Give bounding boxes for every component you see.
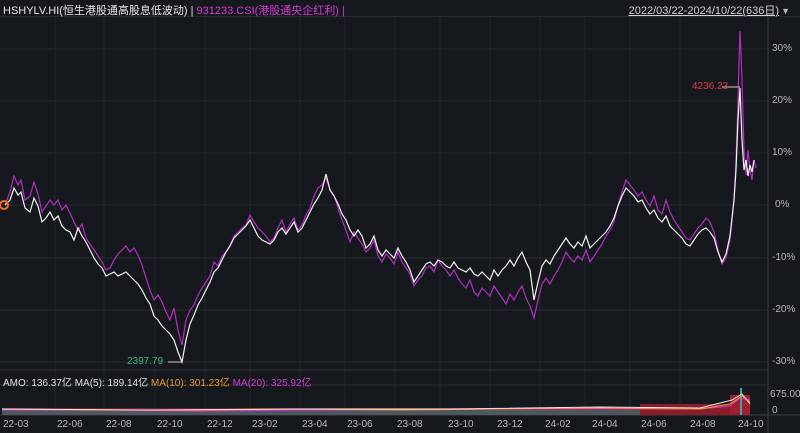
x-tick: 22-03	[3, 419, 29, 430]
ma10-value: MA(10): 301.23亿	[150, 378, 230, 389]
x-tick: 24-04	[592, 419, 618, 430]
date-range-selector[interactable]: 2022/03/22-2024/10/22(636日) ▼	[629, 2, 790, 18]
low-price-label: 2397.79	[127, 356, 164, 367]
x-tick: 23-08	[397, 419, 423, 430]
legend-series1[interactable]: HSHYLV.HI(恒生港股通高股息低波动) |	[3, 5, 197, 17]
y-tick-neg20: -20%	[772, 304, 796, 315]
x-tick: 24-10	[738, 419, 764, 430]
x-tick: 22-08	[106, 419, 132, 430]
x-tick: 23-06	[347, 419, 373, 430]
series1-line	[4, 87, 755, 365]
y-tick-neg10: -10%	[772, 252, 796, 263]
high-price-label: 4236.23	[692, 81, 729, 92]
volume-legend: AMO: 136.37亿 MA(5): 189.14亿 MA(10): 301.…	[3, 374, 312, 389]
volume-y-top: 675.00	[770, 389, 800, 400]
volume-bars	[2, 388, 750, 415]
x-tick: 23-02	[252, 419, 278, 430]
x-tick: 22-06	[57, 419, 83, 430]
x-tick: 23-12	[497, 419, 523, 430]
y-tick-0: 0%	[775, 199, 790, 210]
triangle-down-icon[interactable]: ▼	[781, 6, 790, 16]
series2-line	[4, 30, 757, 346]
legend-series2[interactable]: 931233.CSI(港股通央企红利) |	[196, 5, 345, 17]
x-tick: 22-10	[157, 419, 183, 430]
ma5-value: MA(5): 189.14亿	[74, 378, 149, 389]
grid-horizontal	[0, 48, 768, 363]
ma20-value: MA(20): 325.92亿	[232, 378, 312, 389]
x-tick: 24-02	[545, 419, 571, 430]
x-tick: 24-06	[641, 419, 667, 430]
y-tick-30: 30%	[772, 43, 793, 54]
y-tick-neg30: -30%	[772, 356, 796, 367]
amo-value: AMO: 136.37亿	[3, 378, 72, 389]
start-marker-icon	[0, 200, 9, 210]
legend: HSHYLV.HI(恒生港股通高股息低波动) | 931233.CSI(港股通央…	[3, 2, 345, 18]
x-tick: 24-08	[690, 419, 716, 430]
volume-y-bottom: 0	[772, 405, 778, 416]
chart-header: HSHYLV.HI(恒生港股通高股息低波动) | 931233.CSI(港股通央…	[0, 0, 800, 17]
y-tick-20: 20%	[772, 95, 793, 106]
date-range-text[interactable]: 2022/03/22-2024/10/22(636日)	[628, 5, 780, 17]
x-tick: 23-10	[448, 419, 474, 430]
x-tick: 22-12	[207, 419, 233, 430]
x-tick: 23-04	[302, 419, 328, 430]
y-tick-10: 10%	[772, 147, 793, 158]
grid-vertical	[54, 17, 681, 415]
